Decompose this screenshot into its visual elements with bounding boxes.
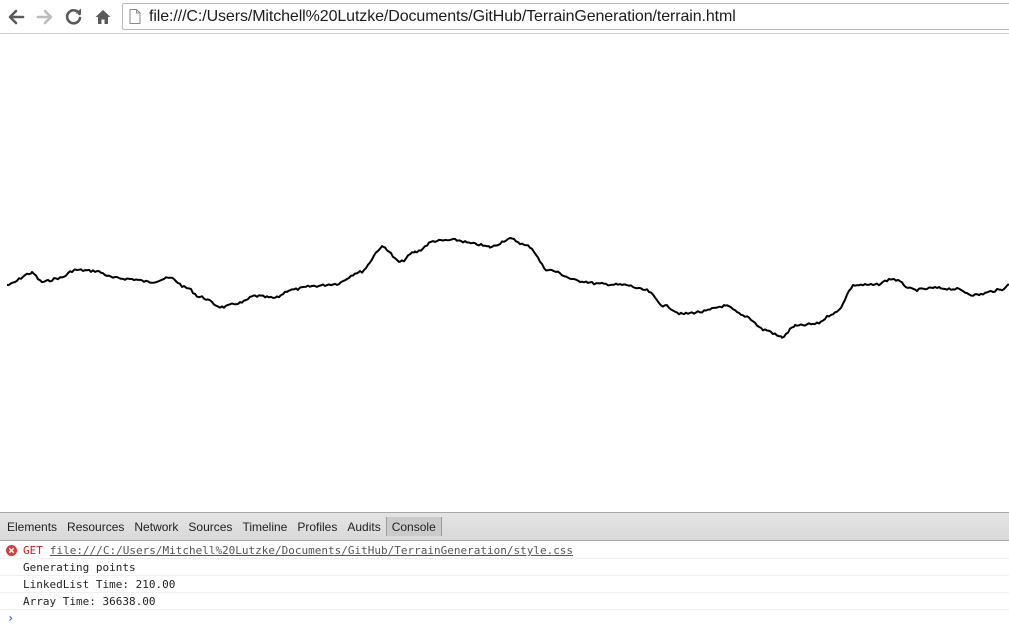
console-message: Generating points xyxy=(0,559,1009,576)
home-icon xyxy=(95,10,111,24)
reload-icon xyxy=(65,8,82,25)
console-error-message: GET file:///C:/Users/Mitchell%20Lutzke/Do… xyxy=(0,542,1009,559)
terrain-line xyxy=(6,237,1009,339)
tab-console[interactable]: Console xyxy=(385,517,442,536)
console-output: GET file:///C:/Users/Mitchell%20Lutzke/Do… xyxy=(0,542,1009,632)
forward-arrow-icon xyxy=(36,9,53,25)
tab-profiles[interactable]: Profiles xyxy=(297,519,338,534)
url-text: file:///C:/Users/Mitchell%20Lutzke/Docum… xyxy=(149,7,736,25)
reload-button[interactable] xyxy=(62,5,86,29)
home-button[interactable] xyxy=(91,5,115,29)
console-message: LinkedList Time: 210.00 xyxy=(0,576,1009,593)
tab-timeline[interactable]: Timeline xyxy=(242,519,288,534)
tab-network[interactable]: Network xyxy=(134,519,179,534)
page-icon xyxy=(129,8,143,25)
page-content xyxy=(0,35,1009,512)
terrain-canvas xyxy=(6,237,1009,339)
error-icon xyxy=(6,545,17,556)
forward-button[interactable] xyxy=(33,5,57,29)
error-resource-link[interactable]: file:///C:/Users/Mitchell%20Lutzke/Docum… xyxy=(49,544,574,557)
devtools-panel: Elements Resources Network Sources Timel… xyxy=(0,512,1009,632)
prompt-caret-icon: › xyxy=(7,611,15,625)
browser-toolbar: file:///C:/Users/Mitchell%20Lutzke/Docum… xyxy=(0,0,1009,34)
back-arrow-icon xyxy=(8,9,25,25)
tab-audits[interactable]: Audits xyxy=(347,519,381,534)
devtools-tab-bar: Elements Resources Network Sources Timel… xyxy=(0,512,1009,541)
console-prompt[interactable]: › xyxy=(0,610,1009,630)
back-button[interactable] xyxy=(4,5,28,29)
address-bar[interactable]: file:///C:/Users/Mitchell%20Lutzke/Docum… xyxy=(122,3,1009,30)
tab-elements[interactable]: Elements xyxy=(7,519,58,534)
tab-sources[interactable]: Sources xyxy=(188,519,233,534)
console-message: Array Time: 36638.00 xyxy=(0,593,1009,610)
error-method: GET xyxy=(23,544,43,557)
tab-resources[interactable]: Resources xyxy=(67,519,125,534)
